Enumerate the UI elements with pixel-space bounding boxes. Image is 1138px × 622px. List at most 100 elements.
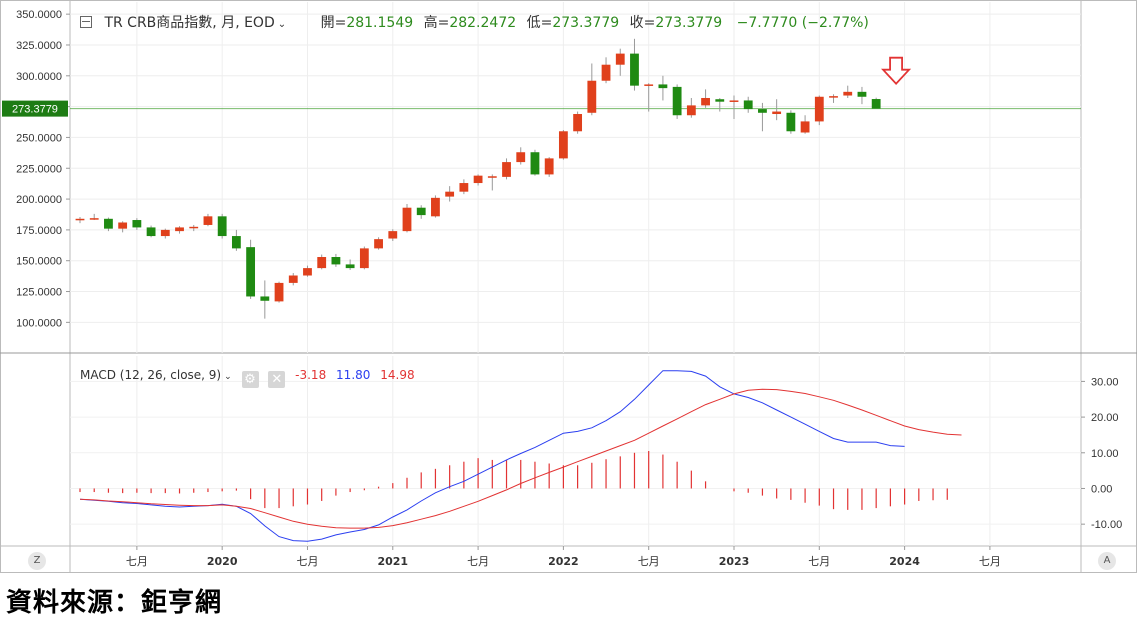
macd-title[interactable]: MACD (12, 26, close, 9) — [80, 368, 222, 382]
time-tick-label: 2024 — [889, 555, 920, 568]
candle-body — [160, 229, 170, 237]
time-tick-label: 七月 — [638, 555, 660, 568]
candle-body — [502, 162, 511, 177]
candle-body — [658, 84, 668, 89]
price-tick-label: 225.0000 — [16, 163, 62, 175]
series-title[interactable]: TR CRB商品指數, 月, EOD — [104, 15, 275, 31]
candle-body — [758, 109, 767, 113]
candle-body — [843, 91, 853, 96]
candle-body — [615, 53, 625, 65]
candle-body — [487, 176, 497, 178]
last-price-tag — [2, 100, 68, 117]
signal-value: 14.98 — [380, 368, 415, 382]
candle-body — [231, 236, 241, 249]
candle-body — [516, 152, 526, 163]
candle-body — [800, 121, 810, 133]
candle-body — [146, 227, 156, 237]
main-legend: TR CRB商品指數, 月, EOD ⌄ 開=281.1549 高=282.247… — [80, 12, 869, 32]
chart-canvas[interactable]: 100.0000 125.0000 150.0000 175.0000 200.0000… — [0, 0, 1138, 585]
time-tick-label: 2020 — [207, 555, 238, 568]
candle-body — [288, 275, 298, 283]
macd-value: 11.80 — [336, 368, 371, 382]
candle-body — [303, 268, 312, 276]
low-label: 低= — [526, 15, 553, 31]
candle-body — [715, 99, 725, 102]
gear-icon[interactable]: ⚙ — [241, 371, 259, 388]
candle-body — [132, 220, 142, 228]
price-tick-label: 125.0000 — [16, 287, 62, 299]
price-tick-label: 175.0000 — [16, 225, 62, 237]
candle-body — [857, 91, 867, 97]
candle-body — [871, 99, 881, 109]
candle-body — [246, 247, 256, 297]
candle-body — [345, 264, 355, 269]
chart-frame — [0, 0, 1137, 573]
time-tick-label: 七月 — [467, 555, 489, 568]
chevron-down-icon[interactable]: ⌄ — [277, 19, 287, 30]
price-tick-label: 300.0000 — [16, 71, 62, 83]
candle-body — [203, 216, 213, 225]
candle-body — [743, 100, 753, 110]
last-price-label: 273.3779 — [12, 104, 58, 116]
signal-line — [79, 388, 962, 529]
ohlc-readout: 開=281.1549 高=282.2472 低=273.3779 收=273.3… — [321, 15, 869, 31]
candle-body — [672, 86, 682, 116]
candle-body — [644, 84, 654, 86]
time-tick-label: 2023 — [719, 555, 750, 568]
price-tick-label: 200.0000 — [16, 194, 62, 206]
candle-body — [359, 248, 369, 269]
candle-body — [686, 105, 696, 116]
price-tick-label: 350.0000 — [16, 9, 62, 21]
macd-tick-label: -10.00 — [1091, 519, 1122, 531]
candle-body — [829, 96, 838, 98]
candle-body — [388, 231, 398, 239]
price-tick-label: 325.0000 — [16, 40, 62, 52]
low-value: 273.3779 — [552, 15, 620, 31]
candle-body — [601, 64, 611, 81]
candle-body — [89, 218, 99, 220]
candle-body — [558, 131, 568, 159]
macd-tick-label: 20.00 — [1091, 412, 1119, 424]
time-tick-label: 七月 — [126, 555, 148, 568]
high-value: 282.2472 — [449, 15, 517, 31]
time-tick-label: 七月 — [979, 555, 1001, 568]
candle-body — [118, 222, 128, 229]
candle-body — [814, 96, 824, 122]
chart-container[interactable]: 100.0000 125.0000 150.0000 175.0000 200.0000… — [0, 0, 1138, 585]
candle-body — [217, 216, 227, 237]
candle-body — [416, 207, 426, 216]
macd-line — [79, 370, 905, 542]
open-label: 開= — [320, 15, 347, 31]
candle-body — [530, 152, 540, 175]
price-tick-label: 150.0000 — [16, 256, 62, 268]
macd-tick-label: 0.00 — [1091, 483, 1112, 495]
candle-body — [473, 175, 483, 184]
candle-body — [260, 296, 270, 301]
candle-body — [445, 191, 455, 197]
candle-body — [374, 239, 383, 249]
chevron-down-icon[interactable]: ⌄ — [224, 372, 232, 382]
candle-body — [402, 207, 412, 232]
candle-body — [175, 227, 184, 232]
time-tick-label: 2021 — [377, 555, 408, 568]
zoom-button[interactable]: Z — [28, 552, 46, 570]
close-label: 收= — [629, 15, 656, 31]
time-tick-label: 七月 — [808, 555, 830, 568]
collapse-icon[interactable] — [80, 16, 92, 28]
candle-body — [75, 218, 85, 221]
candle-body — [104, 218, 113, 229]
close-icon[interactable]: ✕ — [268, 371, 286, 388]
candle-body — [431, 197, 440, 217]
macd-tick-label: 10.00 — [1091, 448, 1119, 460]
candle-body — [331, 257, 341, 265]
histogram-value: -3.18 — [295, 368, 327, 382]
auto-scale-button[interactable]: A — [1098, 552, 1116, 570]
source-caption: 資料來源：鉅亨網 — [6, 588, 223, 618]
candle-body — [189, 226, 199, 229]
price-tick-label: 250.0000 — [16, 132, 62, 144]
candle-body — [630, 53, 639, 86]
price-tick-label: 100.0000 — [16, 317, 62, 329]
candle-body — [274, 282, 284, 302]
candle-body — [317, 257, 327, 269]
candle-body — [729, 100, 739, 102]
